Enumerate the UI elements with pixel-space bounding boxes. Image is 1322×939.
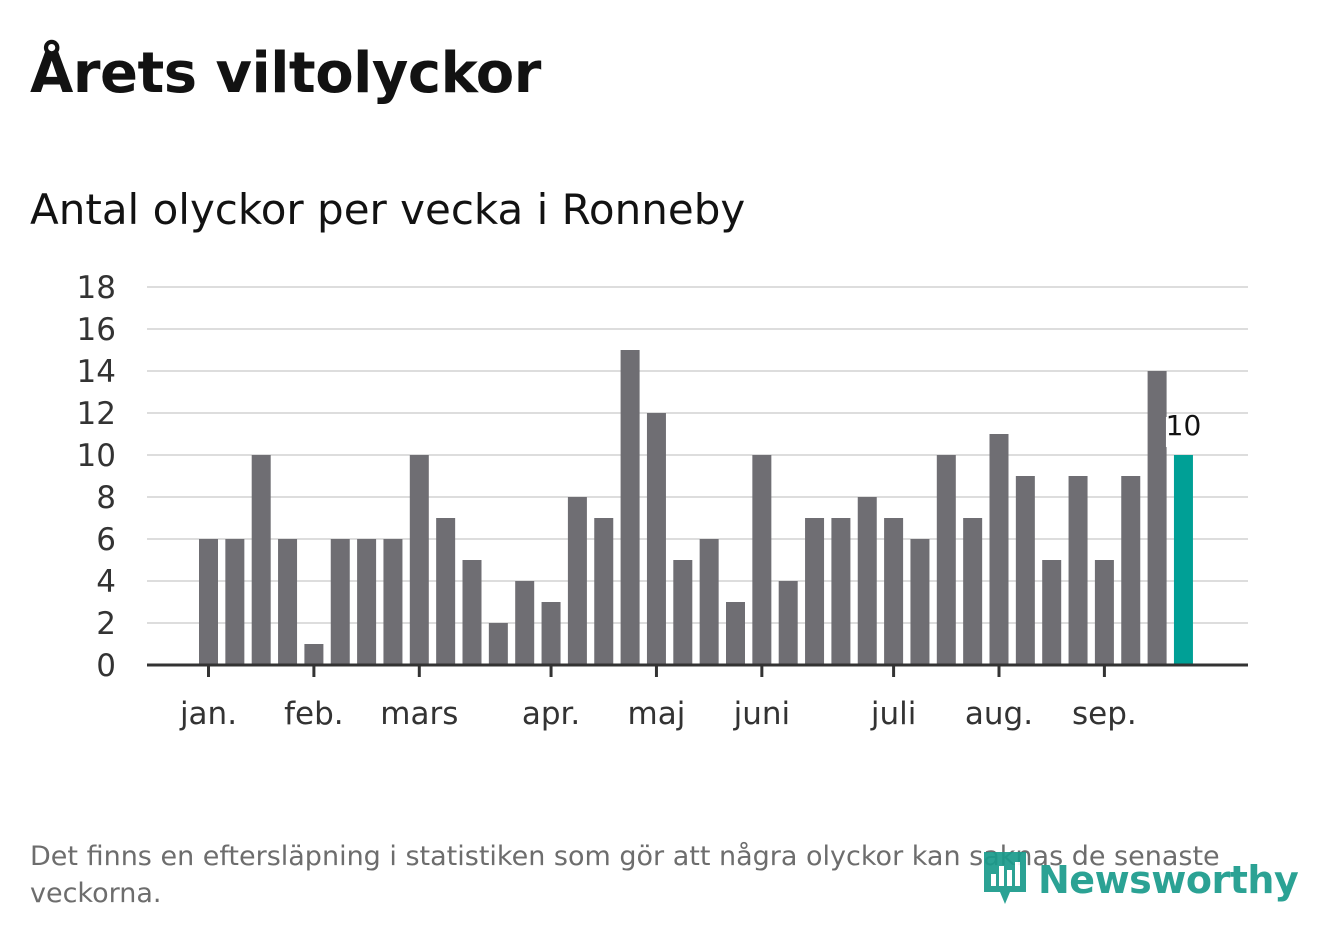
y-tick-label: 10 — [77, 438, 116, 474]
bar — [462, 560, 482, 665]
bar — [1094, 560, 1114, 665]
bar — [541, 602, 561, 665]
y-tick-label: 0 — [96, 648, 116, 684]
bar — [726, 602, 745, 665]
bar — [488, 623, 508, 665]
newsworthy-logo-icon — [980, 848, 1030, 912]
annotations: 10 — [1166, 409, 1210, 447]
bar — [1121, 476, 1141, 665]
y-tick-label: 6 — [96, 522, 116, 558]
chart-subtitle: Antal olyckor per vecka i Ronneby — [30, 185, 746, 234]
bar — [910, 539, 930, 665]
bar — [620, 350, 640, 665]
newsworthy-logo-text: Newsworthy — [1038, 858, 1299, 902]
bar — [594, 518, 614, 665]
x-axis-ticks: jan. feb. mars apr. maj juni juli aug. sep. — [179, 665, 1137, 732]
bar — [515, 581, 535, 665]
bar — [567, 497, 587, 665]
y-tick-label: 14 — [77, 354, 116, 390]
bar — [225, 539, 245, 665]
bar — [304, 644, 324, 665]
bar — [778, 581, 798, 665]
x-tick-label: feb. — [284, 696, 344, 732]
y-tick-label: 18 — [77, 270, 116, 306]
y-tick-label: 8 — [96, 480, 116, 516]
bar — [963, 518, 983, 665]
bar — [805, 518, 825, 665]
x-tick-label: mars — [380, 696, 458, 732]
bar — [1042, 560, 1062, 665]
highlight-value-label: 10 — [1166, 409, 1202, 442]
bar-highlight — [1173, 455, 1193, 665]
bar — [831, 518, 851, 665]
bar — [989, 434, 1009, 665]
bar — [330, 539, 350, 665]
y-tick-label: 4 — [96, 564, 116, 600]
bar — [409, 455, 429, 665]
bar — [357, 539, 377, 665]
grid-lines — [147, 286, 1248, 624]
bar — [1147, 371, 1167, 665]
x-tick-label: jan. — [179, 696, 237, 732]
x-tick-label: juli — [870, 696, 917, 732]
bar — [199, 539, 218, 665]
bar — [752, 455, 772, 665]
bar — [1068, 476, 1088, 665]
x-tick-label: aug. — [965, 696, 1033, 732]
x-tick-label: apr. — [522, 696, 580, 732]
bars — [199, 350, 1193, 665]
bar — [436, 518, 456, 665]
x-tick-label: maj — [628, 696, 686, 732]
y-tick-label: 12 — [77, 396, 116, 432]
bar — [857, 497, 877, 665]
y-axis-ticks: 0 2 4 6 8 10 12 14 16 18 — [77, 270, 116, 684]
bar — [383, 539, 403, 665]
y-tick-label: 2 — [96, 606, 116, 642]
bar — [936, 455, 956, 665]
bar — [646, 413, 666, 665]
bar — [1015, 476, 1035, 665]
x-tick-label: juni — [733, 696, 791, 732]
bar — [699, 539, 719, 665]
bar — [251, 455, 271, 665]
chart-title: Årets viltolyckor — [30, 41, 541, 106]
y-tick-label: 16 — [77, 312, 116, 348]
newsworthy-logo: Newsworthy — [980, 848, 1299, 912]
value-label-bg — [1165, 417, 1210, 447]
bar — [884, 518, 904, 665]
x-tick-label: sep. — [1072, 696, 1137, 732]
bar — [278, 539, 298, 665]
bar — [673, 560, 693, 665]
